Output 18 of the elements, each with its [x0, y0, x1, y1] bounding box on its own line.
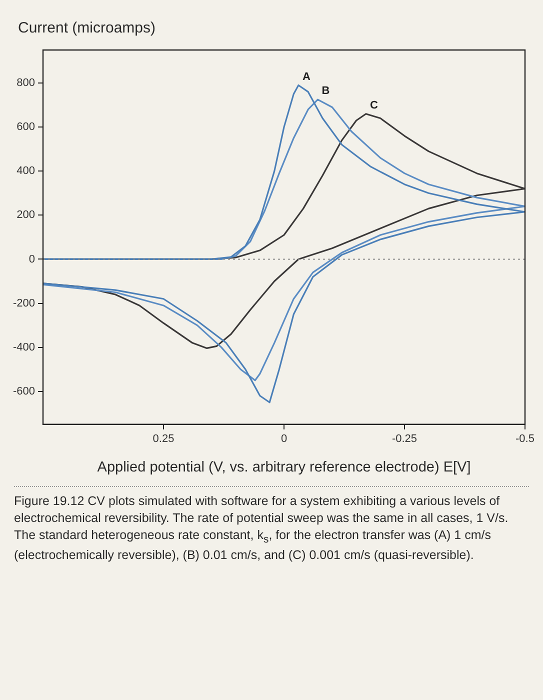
y-tick-label: 800: [16, 77, 36, 90]
y-tick-label: -200: [12, 297, 36, 310]
y-tick-label: -600: [12, 385, 36, 398]
y-axis-title: Current (microamps): [18, 20, 156, 37]
series-label: B: [322, 85, 330, 98]
x-tick-label: 0: [280, 433, 288, 446]
x-axis-title: Applied potential (V, vs. arbitrary reference electrode) E[V]: [97, 459, 471, 476]
y-tick-label: 600: [16, 121, 36, 134]
x-tick-label: 0.25: [152, 433, 174, 446]
x-tick-label: -0.5: [516, 433, 534, 446]
caption: Figure 19.12 CV plots simulated with software for a system exhibiting a various levels of electrochemical reversibility. The rate of potential sweep was the same in all cases, 1 V/s. The standard heterogeneous rate constant, k$_{s}$, for the electron transfer was (A) 1 cm/s (electrochemically reversible), (B) 0.01 cm/s, and (C) 0.001 cm/s (quasi-reversible).: [14, 486, 529, 564]
series-label: A: [302, 70, 310, 83]
x-tick-label: -0.25: [392, 433, 418, 446]
y-tick-label: 400: [16, 165, 36, 178]
y-tick-label: 200: [16, 209, 36, 222]
y-tick-label: 0: [28, 253, 36, 266]
series-label: C: [370, 99, 378, 112]
y-tick-label: -400: [12, 341, 36, 354]
